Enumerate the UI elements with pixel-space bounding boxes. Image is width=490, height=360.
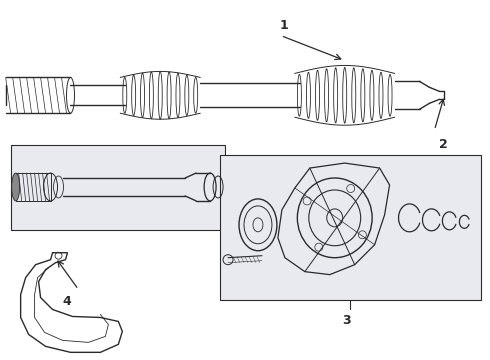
Bar: [11, 145, 225, 230]
Bar: [220, 155, 481, 300]
Text: 4: 4: [63, 294, 71, 307]
Ellipse shape: [12, 173, 20, 201]
Text: 1: 1: [280, 19, 289, 32]
Bar: [16, 173, 50, 201]
Text: 3: 3: [342, 314, 350, 328]
Text: 2: 2: [440, 138, 448, 151]
